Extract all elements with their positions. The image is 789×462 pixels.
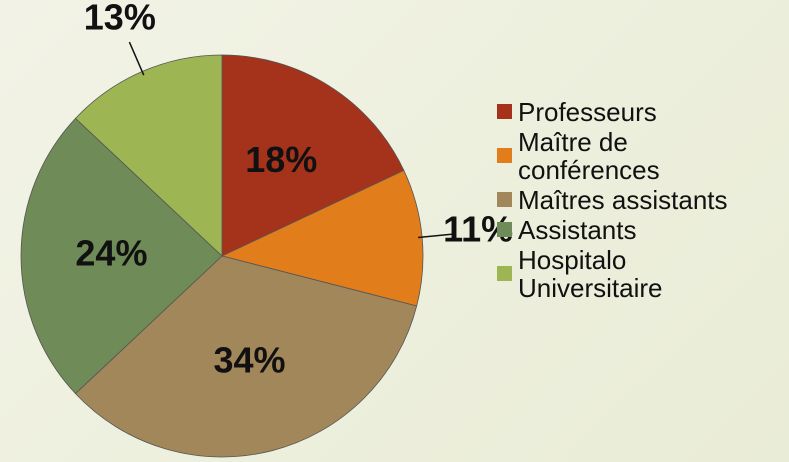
legend-swatch [497,222,512,237]
legend-label: Maître de conférences [518,127,660,185]
legend-label: Professeurs [518,97,657,127]
leader-line [418,233,455,239]
data-label: 18% [245,139,317,180]
legend-item: Maîtres assistants [494,186,756,214]
legend-item: Maître de conférences [494,128,756,184]
legend-item: Professeurs [494,98,756,126]
legend-item: Assistants [494,216,756,244]
data-label: 24% [75,233,147,274]
legend: Professeurs Maître de conférences Maîtres … [494,98,756,304]
legend-swatch [497,148,512,163]
legend-item: Hospitalo Universitaire [494,246,756,302]
legend-swatch [497,104,512,119]
pie-slice [74,255,418,458]
pie-slice [20,117,223,395]
leader-line [128,41,145,76]
data-label: 13% [84,0,156,37]
pie-slice [221,54,405,257]
data-label: 34% [213,340,285,381]
legend-label: Hospitalo Universitaire [518,245,663,303]
legend-swatch [497,266,512,281]
legend-swatch [497,192,512,207]
legend-label: Maîtres assistants [518,185,728,215]
legend-label: Assistants [518,215,637,245]
